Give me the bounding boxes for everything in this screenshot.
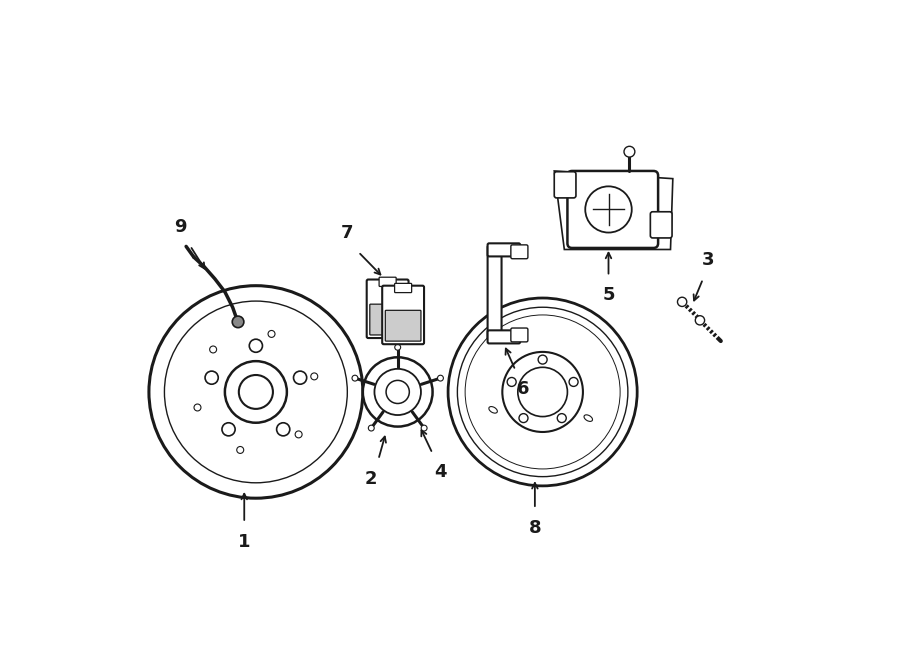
Circle shape [268, 330, 275, 337]
Circle shape [696, 316, 705, 325]
Circle shape [557, 414, 566, 422]
FancyBboxPatch shape [488, 243, 520, 256]
Circle shape [437, 375, 444, 381]
Text: 7: 7 [341, 224, 354, 242]
Circle shape [148, 286, 363, 498]
Circle shape [395, 344, 400, 350]
Circle shape [538, 355, 547, 364]
FancyBboxPatch shape [511, 328, 528, 342]
FancyBboxPatch shape [488, 246, 501, 340]
FancyBboxPatch shape [366, 280, 409, 338]
Text: 1: 1 [238, 533, 250, 551]
Circle shape [210, 346, 217, 353]
Text: 9: 9 [175, 217, 187, 235]
FancyBboxPatch shape [567, 171, 658, 248]
Polygon shape [554, 171, 673, 249]
Circle shape [310, 373, 318, 380]
Text: 2: 2 [364, 471, 377, 488]
Circle shape [678, 297, 687, 307]
Circle shape [421, 425, 428, 431]
FancyBboxPatch shape [651, 212, 672, 238]
FancyBboxPatch shape [554, 172, 576, 198]
Text: 3: 3 [701, 251, 714, 269]
Circle shape [222, 423, 235, 436]
Circle shape [569, 377, 578, 387]
Text: 4: 4 [434, 463, 446, 481]
Circle shape [194, 404, 201, 411]
Text: 6: 6 [517, 380, 529, 399]
Circle shape [363, 358, 433, 426]
Text: 5: 5 [602, 286, 615, 305]
Circle shape [374, 369, 421, 415]
FancyBboxPatch shape [379, 277, 396, 286]
Circle shape [237, 446, 244, 453]
Circle shape [368, 425, 374, 431]
FancyBboxPatch shape [382, 286, 424, 344]
Circle shape [249, 339, 263, 352]
Circle shape [232, 316, 244, 328]
FancyBboxPatch shape [488, 330, 520, 344]
FancyBboxPatch shape [370, 304, 405, 335]
Circle shape [448, 298, 637, 486]
Circle shape [352, 375, 358, 381]
Circle shape [585, 186, 632, 233]
Circle shape [295, 431, 302, 438]
Circle shape [624, 146, 634, 157]
Circle shape [293, 371, 307, 384]
FancyBboxPatch shape [394, 284, 411, 293]
Circle shape [276, 423, 290, 436]
Circle shape [508, 377, 517, 387]
Text: 8: 8 [528, 519, 541, 537]
Circle shape [519, 414, 528, 422]
FancyBboxPatch shape [385, 310, 421, 341]
Circle shape [205, 371, 218, 384]
FancyBboxPatch shape [511, 245, 528, 258]
